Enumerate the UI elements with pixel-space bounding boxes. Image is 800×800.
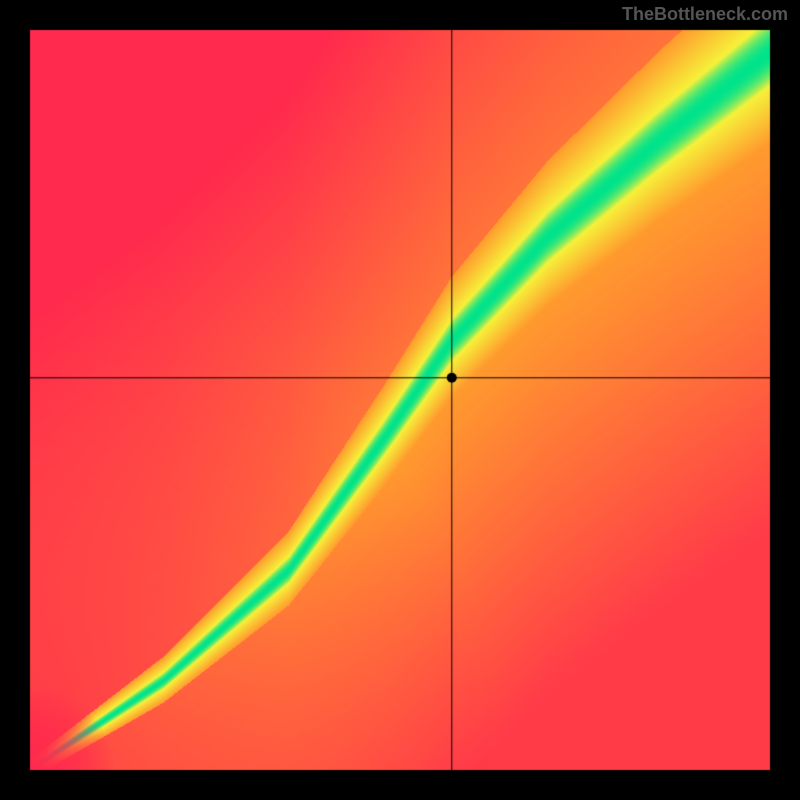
bottleneck-heatmap [0, 0, 800, 800]
watermark-text: TheBottleneck.com [622, 4, 788, 25]
